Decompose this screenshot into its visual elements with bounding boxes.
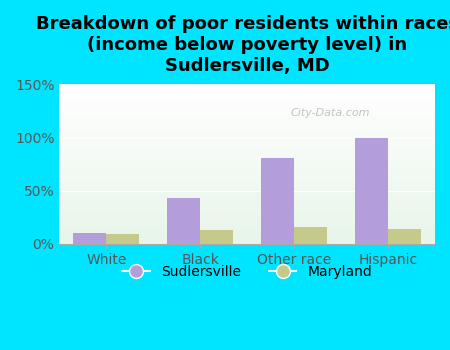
Bar (261, 158, 294, 244)
Bar (294, 226, 327, 244)
Legend: Sudlersville, Maryland: Sudlersville, Maryland (117, 259, 378, 285)
Bar (200, 230, 233, 244)
Bar (355, 138, 388, 244)
Text: City-Data.com: City-Data.com (290, 108, 369, 118)
Bar (388, 229, 421, 244)
Title: Breakdown of poor residents within races
(income below poverty level) in
Sudlers: Breakdown of poor residents within races… (36, 15, 450, 75)
Bar (73, 233, 106, 244)
Bar (167, 198, 200, 244)
Bar (106, 234, 139, 244)
